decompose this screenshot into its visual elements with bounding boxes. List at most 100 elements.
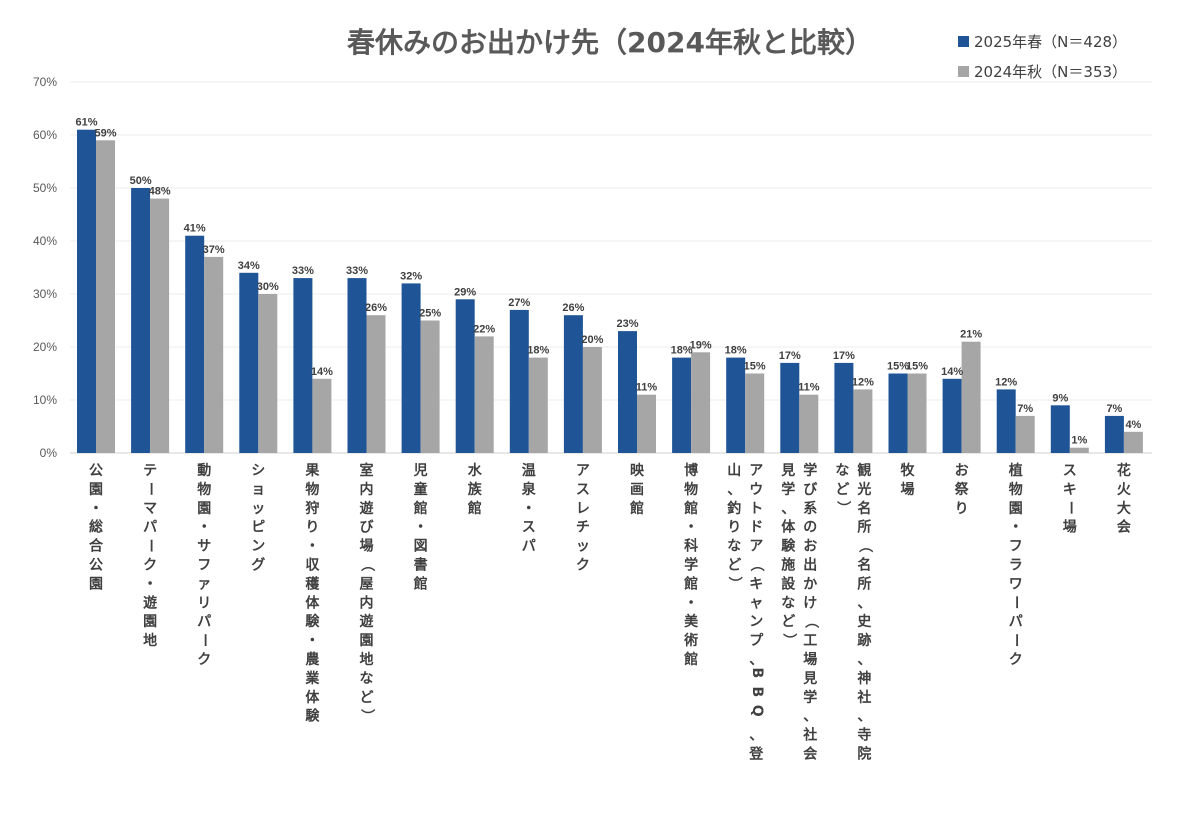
- category-label-char: 園: [197, 501, 211, 517]
- category-label-char: 業: [304, 670, 320, 687]
- category-label-char: パ: [143, 520, 157, 536]
- category-label-char: 地: [360, 651, 374, 668]
- category-label-char: 施: [781, 557, 795, 574]
- category-label-char: 、: [749, 652, 763, 668]
- data-label: 4%: [1125, 419, 1141, 431]
- legend-swatch-2025: [958, 36, 969, 47]
- category-label-char: 学: [781, 481, 795, 498]
- category-label-char: ・: [89, 501, 103, 517]
- category-label-char: ど: [360, 690, 374, 706]
- category-label-char: ク: [1009, 652, 1023, 668]
- category-label-char: サ: [197, 539, 211, 555]
- category-label-char: 牧: [901, 462, 916, 479]
- category-label-char: ア: [749, 539, 763, 555]
- category-label-char: キ: [749, 576, 763, 592]
- bar-2025: [888, 373, 908, 453]
- legend-label-2025: 2025年春（N＝428）: [974, 33, 1127, 51]
- category-label-char: 体: [781, 519, 796, 536]
- bar-2025: [239, 272, 259, 453]
- data-label: 37%: [203, 244, 225, 256]
- category-label-char: ピ: [251, 520, 265, 536]
- category-label-char: リ: [197, 595, 211, 611]
- bar-2025: [672, 357, 692, 453]
- data-label: 27%: [508, 297, 530, 309]
- category-label-char: 名: [857, 500, 871, 517]
- category-label-char: 、: [749, 728, 763, 744]
- bar-2024: [691, 352, 711, 453]
- category-label-char: 穫: [305, 575, 320, 592]
- category-label-char: 農: [305, 651, 319, 668]
- data-label: 14%: [311, 366, 333, 378]
- bar-2025: [401, 283, 421, 453]
- category-label-char: 史: [857, 614, 872, 630]
- data-label: 7%: [1106, 403, 1122, 415]
- category-label-char: 合: [89, 538, 104, 555]
- category-label-char: 映: [630, 463, 645, 479]
- category-label-char: ン: [749, 614, 763, 630]
- y-tick-label: 10%: [33, 393, 57, 407]
- legend-swatch-2024: [958, 66, 969, 77]
- data-labels: 61%59% 50%48% 41% 37% 34% 30% 33% 14% 33% 26% 32% 2…: [75, 117, 1141, 447]
- category-label-char: 跡: [857, 632, 871, 649]
- category-label-char: 水: [468, 462, 483, 479]
- y-tick-label: 40%: [33, 234, 57, 248]
- category-label-char: Q: [749, 705, 765, 717]
- category-label-char: キ: [1063, 482, 1077, 498]
- y-tick-label: 30%: [33, 287, 57, 301]
- category-label-char: 公: [89, 558, 103, 574]
- category-label-char: 書: [414, 557, 428, 574]
- category-label-char: 館: [683, 500, 698, 517]
- category-label-char: 動: [197, 462, 211, 479]
- category-label-char: 植: [1008, 462, 1023, 479]
- category-label-char: 地: [143, 632, 157, 649]
- bar-2025: [1050, 405, 1070, 453]
- category-label-char: 会: [803, 746, 818, 763]
- data-label: 18%: [725, 345, 747, 357]
- category-label-char: り: [955, 501, 969, 517]
- category-label-char: ・: [684, 595, 698, 611]
- category-label-char: な: [727, 539, 741, 555]
- category-label-char: ・: [1009, 520, 1023, 536]
- category-label-char: 公: [89, 463, 103, 479]
- category-label-char: 遊: [360, 613, 374, 630]
- category-label-char: 美: [684, 613, 699, 630]
- legend-label-2024: 2024年秋（N＝353）: [974, 63, 1127, 81]
- category-label-char: な: [781, 595, 795, 611]
- category-label-char: パ: [197, 614, 211, 630]
- data-label: 12%: [852, 376, 874, 388]
- category-label-char: 大: [1117, 500, 1131, 517]
- category-label-char: 物: [305, 481, 319, 498]
- category-label-char: 験: [305, 613, 320, 630]
- category-label-char: ス: [1063, 463, 1077, 479]
- bar-2024: [745, 373, 765, 453]
- bars: [77, 129, 1143, 454]
- category-label-char: ス: [522, 520, 536, 536]
- category-label-char: ク: [197, 652, 211, 668]
- category-label-char: り: [305, 520, 319, 536]
- category-label-char: ー: [1062, 501, 1078, 515]
- y-tick-label: 50%: [33, 181, 57, 195]
- data-label: 30%: [257, 281, 279, 293]
- category-label-char: 、: [803, 709, 817, 725]
- category-label-char: 果: [304, 463, 320, 479]
- data-label: 29%: [454, 286, 476, 298]
- data-label: 11%: [798, 382, 820, 394]
- bar-2024: [204, 256, 224, 453]
- data-label: 26%: [365, 302, 387, 314]
- data-label: 15%: [887, 361, 909, 373]
- y-tick-label: 70%: [33, 75, 57, 89]
- category-label-char: ク: [143, 558, 157, 574]
- category-label-char: 物: [684, 481, 698, 498]
- category-label-char: 火: [1117, 482, 1132, 498]
- category-label-char: 園: [89, 482, 103, 498]
- category-label-char: 登: [748, 746, 764, 763]
- bar-2025: [131, 188, 151, 453]
- category-label-char: 設: [781, 575, 796, 592]
- category-label-char: 児: [413, 463, 428, 479]
- category-label-char: ー: [142, 539, 158, 553]
- category-label-char: 所: [857, 575, 871, 592]
- bar-2024: [637, 394, 656, 453]
- bar-2025: [185, 235, 205, 453]
- category-label-char: 、: [857, 595, 871, 611]
